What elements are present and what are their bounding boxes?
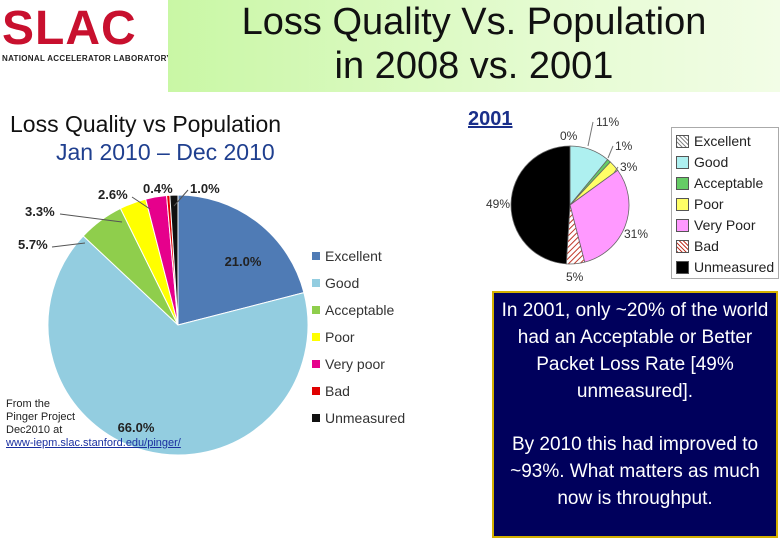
legend-2001-item-unmeasured: Unmeasured — [676, 257, 774, 277]
pie-2001-slice-very-poor — [569, 169, 630, 263]
legend-2001-item-poor: Poor — [676, 194, 724, 214]
pie-2001: 0% 11% 1% 3% 31% 5% 49% — [486, 115, 648, 284]
pie-2001-label-poor: 3% — [620, 160, 638, 174]
pie-2010-label-poor: 3.3% — [25, 204, 55, 219]
legend-2010-label: Excellent — [325, 248, 382, 264]
legend-2001-item-bad: Bad — [676, 236, 719, 256]
logo-subtext: NATIONAL ACCELERATOR LABORATORY — [2, 54, 173, 63]
title-banner — [168, 0, 780, 92]
pie-2010-leader-acceptable — [51, 242, 86, 248]
legend-2010-swatch — [312, 279, 320, 287]
legend-2010-item-bad: Bad — [312, 381, 350, 401]
legend-2001-item-excellent: Excellent — [676, 131, 751, 151]
summary-note-para1: In 2001, only ~20% of the world had an A… — [501, 300, 769, 402]
legend-2010-label: Poor — [325, 329, 355, 345]
source-url-link[interactable]: www-iepm.slac.stanford.edu/pinger/ — [6, 437, 181, 449]
legend-2001-label: Excellent — [694, 133, 751, 149]
legend-2001-label: Very Poor — [694, 217, 756, 233]
page-title: Loss Quality Vs. Population in 2008 vs. … — [168, 0, 780, 88]
legend-2001-label: Acceptable — [694, 175, 764, 191]
chart-2001-title: 2001 — [468, 108, 513, 130]
legend-2010-swatch — [312, 252, 320, 260]
legend-2010-label: Bad — [325, 383, 350, 399]
source-line3: Dec2010 at — [6, 424, 63, 436]
legend-2010-item-excellent: Excellent — [312, 246, 382, 266]
legend-2001-swatch — [676, 218, 689, 232]
pie-2010: 21.0% 66.0% 5.7% 3.3% 2.6% 0.4% 1.0% — [18, 181, 309, 456]
summary-note-box: In 2001, only ~20% of the world had an A… — [492, 291, 778, 538]
legend-2010-label: Good — [325, 275, 360, 291]
pie-2010-label-bad: 0.4% — [143, 181, 173, 196]
chart-2010-title-line2: Jan 2010 – Dec 2010 — [56, 139, 275, 165]
legend-2001-item-good: Good — [676, 152, 728, 172]
pie-2001-slice-unmeasured — [510, 145, 571, 265]
source-line2: Pinger Project — [6, 411, 76, 423]
pie-2010-slice-excellent — [177, 194, 305, 326]
chart-2010-title-line1: Loss Quality vs Population — [10, 111, 282, 137]
legend-2010-item-unmeasured: Unmeasured — [312, 408, 405, 428]
legend-2010-item-acceptable: Acceptable — [312, 300, 394, 320]
legend-2001-label: Poor — [694, 196, 724, 212]
summary-note-para2: By 2010 this had improved to ~93%. What … — [510, 434, 760, 509]
legend-2001-label: Bad — [694, 238, 719, 254]
pie-2001-label-very-poor: 31% — [624, 227, 648, 241]
pie-2010-leader-unmeasured — [173, 189, 189, 207]
pie-2010-label-acceptable: 5.7% — [18, 237, 48, 252]
pie-2001-label-bad: 5% — [566, 270, 584, 284]
legend-2001-item-very-poor: Very Poor — [676, 215, 755, 235]
legend-2010-swatch — [312, 414, 320, 422]
pie-2010-slice-good — [47, 235, 309, 456]
legend-2001-swatch — [676, 197, 689, 211]
legend-2010-swatch — [312, 387, 320, 395]
legend-2010-label: Unmeasured — [325, 410, 406, 426]
pie-2010-label-good: 66.0% — [118, 420, 155, 435]
pie-2001-leader-acceptable — [607, 145, 614, 159]
pie-2010-slice-unmeasured — [169, 194, 179, 326]
legend-2001-swatch — [676, 176, 689, 190]
slac-logo: SLAC NATIONAL ACCELERATOR LABORATORY — [2, 2, 172, 66]
legend-2001-swatch — [676, 260, 689, 274]
legend-2010-swatch — [312, 306, 320, 314]
pie-2010-leader-poor — [59, 213, 123, 223]
pie-2001-leader-good — [587, 121, 594, 147]
legend-2010-item-very-poor: Very poor — [312, 354, 385, 374]
pie-2001-label-unmeasured: 49% — [486, 197, 510, 211]
legend-2010-label: Acceptable — [325, 302, 395, 318]
legend-2010-item-good: Good — [312, 273, 359, 293]
page-title-line2: in 2008 vs. 2001 — [334, 45, 614, 87]
source-note: From the Pinger Project Dec2010 at www-i… — [6, 398, 181, 450]
legend-2001-swatch — [676, 134, 689, 148]
pie-2010-label-excellent: 21.0% — [225, 254, 262, 269]
source-line1: From the — [6, 398, 51, 410]
chart-2010-title: Loss Quality vs Population Jan 2010 – De… — [10, 110, 370, 166]
legend-2001-item-acceptable: Acceptable — [676, 173, 763, 193]
pie-2010-label-very-poor: 2.6% — [98, 187, 128, 202]
pie-2010-leader-very-poor — [131, 196, 151, 210]
pie-2010-label-unmeasured: 1.0% — [190, 181, 220, 196]
legend-2010-item-poor: Poor — [312, 327, 355, 347]
pie-2001-label-acceptable: 1% — [615, 139, 633, 153]
legend-2010-swatch — [312, 360, 320, 368]
legend-2001-swatch — [676, 155, 689, 169]
legend-2001: Excellent Good Acceptable Poor Very Poor Bad U… — [671, 127, 779, 279]
pie-2001-label-excellent: 0% — [560, 129, 578, 143]
legend-2001-swatch — [676, 239, 689, 253]
legend-2010-swatch — [312, 333, 320, 341]
logo-text: SLAC — [2, 2, 137, 55]
legend-2001-label: Unmeasured — [694, 259, 775, 275]
pie-2001-label-good: 11% — [596, 115, 619, 129]
legend-2010-label: Very poor — [325, 356, 385, 372]
page-title-line1: Loss Quality Vs. Population — [241, 1, 707, 43]
legend-2001-label: Good — [694, 154, 729, 170]
